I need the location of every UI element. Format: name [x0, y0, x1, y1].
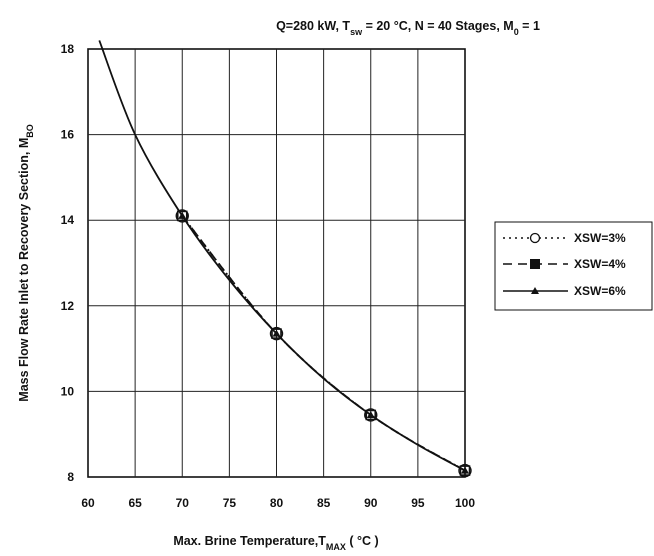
legend-entry-xsw-3: XSW=3%: [503, 231, 626, 245]
gridlines: [88, 49, 465, 477]
legend: XSW=3% XSW=4% XSW=6%: [494, 221, 653, 311]
title-q: Q=280 kW, T: [276, 19, 350, 33]
y-tick-label: 16: [61, 128, 75, 142]
legend-marker-circle: [529, 232, 541, 244]
x-tick-label: 90: [364, 496, 378, 510]
data-point-square: [365, 409, 377, 421]
x-tick-label: 75: [223, 496, 237, 510]
xlabel-tail: ( °C ): [346, 534, 379, 548]
data-point-circle: [458, 463, 472, 478]
legend-box: [494, 221, 653, 311]
legend-marker-triangle: [531, 287, 539, 294]
series-lines: [98, 40, 466, 472]
legend-marker-square: [530, 259, 540, 269]
title-mid: = 20 °C, N = 40 Stages, M: [362, 19, 514, 33]
chart-title: Q=280 kW, Tsw = 20 °C, N = 40 Stages, M0…: [276, 19, 540, 37]
legend-entry-xsw-6: XSW=6%: [503, 284, 626, 298]
y-axis-title: Mass Flow Rate Inlet to Recovery Section…: [17, 124, 35, 401]
data-point-square: [459, 465, 471, 476]
y-tick-label: 8: [67, 470, 74, 484]
tick-labels: 60 65 70 75 80 85 90 95 100 8 10 12 14 16 18: [61, 42, 476, 510]
xlabel-main: Max. Brine Temperature,T: [173, 534, 326, 548]
series-line: [98, 40, 466, 472]
x-tick-label: 70: [176, 496, 190, 510]
ylabel-main: Mass Flow Rate Inlet to Recovery Section…: [17, 138, 31, 402]
data-point-square: [271, 328, 282, 339]
data-point-circle: [269, 326, 284, 341]
x-tick-label: 60: [81, 496, 95, 510]
y-tick-label: 12: [61, 299, 75, 313]
data-point-circle: [175, 209, 189, 223]
title-tail: = 1: [519, 19, 540, 33]
data-point-square: [176, 210, 188, 222]
data-point-triangle: [366, 410, 375, 418]
legend-label-xsw-4: XSW=4%: [574, 257, 626, 271]
legend-label-xsw-3: XSW=3%: [574, 231, 626, 245]
data-point-triangle: [272, 329, 281, 337]
title-q-sub: sw: [350, 27, 363, 37]
x-tick-label: 65: [128, 496, 142, 510]
x-axis-title: Max. Brine Temperature,TMAX ( °C ): [173, 534, 378, 552]
x-tick-label: 95: [411, 496, 425, 510]
legend-entry-xsw-4: XSW=4%: [503, 257, 626, 271]
legend-label-xsw-6: XSW=6%: [574, 284, 626, 298]
title-m-sub: 0: [514, 27, 519, 37]
xlabel-sub: MAX: [326, 542, 346, 552]
y-tick-label: 14: [61, 213, 75, 227]
data-point-triangle: [178, 211, 187, 219]
y-tick-label: 10: [61, 384, 75, 398]
series-markers: [175, 209, 472, 478]
ylabel-sub: BO: [25, 124, 35, 138]
data-point-circle: [364, 408, 378, 422]
x-tick-label: 85: [317, 496, 331, 510]
y-tick-label: 18: [61, 42, 75, 56]
x-tick-label: 80: [270, 496, 284, 510]
x-tick-label: 100: [455, 496, 475, 510]
data-point-triangle: [461, 466, 469, 474]
